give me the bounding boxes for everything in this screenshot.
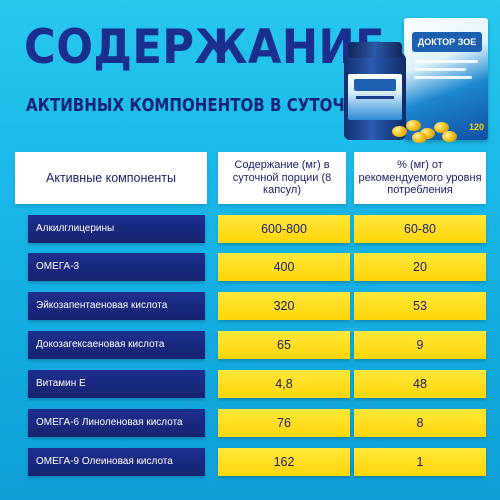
header-amount: Содержание (мг) в суточной порции (8 кап… [218, 152, 346, 204]
component-amount-cell: 162 [218, 448, 350, 476]
page-title: СОДЕРЖАНИЕ [24, 20, 386, 75]
header-components: Активные компоненты [15, 152, 207, 204]
bottle-cap [348, 42, 402, 58]
component-amount-cell: 76 [218, 409, 350, 437]
component-amount-cell: 400 [218, 253, 350, 281]
product-box: ДОКТОР ЗОЕ 120 [404, 18, 488, 140]
component-name-cell: ОМЕГА-3 [28, 253, 205, 281]
component-percent-cell: 8 [354, 409, 486, 437]
component-percent-cell: 48 [354, 370, 486, 398]
component-amount-cell: 65 [218, 331, 350, 359]
component-name-cell: Алкилглицерины [28, 215, 205, 243]
component-amount-cell: 320 [218, 292, 350, 320]
component-percent-cell: 9 [354, 331, 486, 359]
component-amount-cell: 600-800 [218, 215, 350, 243]
product-image: ДОКТОР ЗОЕ 120 [342, 12, 492, 147]
component-percent-cell: 53 [354, 292, 486, 320]
component-name-cell: Докозагексаеновая кислота [28, 331, 205, 359]
table-row: ОМЕГА-9 Олеиновая кислота 162 1 [0, 448, 500, 476]
component-name-cell: ОМЕГА-9 Олеиновая кислота [28, 448, 205, 476]
component-percent-cell: 20 [354, 253, 486, 281]
component-percent-cell: 1 [354, 448, 486, 476]
table-row: Эйкозапентаеновая кислота 320 53 [0, 292, 500, 320]
capsules-image [372, 112, 482, 144]
page-subtitle: АКТИВНЫХ КОМПОНЕНТОВ В СУТОЧНОЙ ДОЗЕ [26, 96, 435, 116]
component-percent-cell: 60-80 [354, 215, 486, 243]
table-row: Докозагексаеновая кислота 65 9 [0, 331, 500, 359]
component-name-cell: ОМЕГА-6 Линоленовая кислота [28, 409, 205, 437]
component-name-cell: Витамин Е [28, 370, 205, 398]
component-amount-cell: 4,8 [218, 370, 350, 398]
component-name-cell: Эйкозапентаеновая кислота [28, 292, 205, 320]
table-row: Витамин Е 4,8 48 [0, 370, 500, 398]
header-percent: % (мг) от рекомендуемого уровня потребле… [354, 152, 486, 204]
box-brand-label: ДОКТОР ЗОЕ [412, 32, 482, 52]
bottle-label [348, 74, 402, 120]
table-row: Алкилглицерины 600-800 60-80 [0, 215, 500, 243]
box-count: 120 [468, 122, 484, 132]
table-row: ОМЕГА-3 400 20 [0, 253, 500, 281]
product-bottle [344, 52, 406, 140]
table-row: ОМЕГА-6 Линоленовая кислота 76 8 [0, 409, 500, 437]
